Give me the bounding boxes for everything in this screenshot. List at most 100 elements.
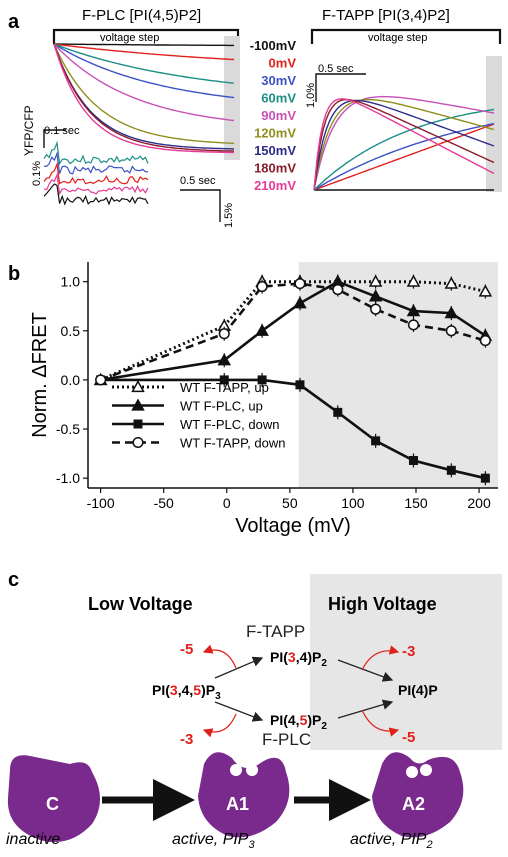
panel-a-right-title: F-TAPP [PI(3,4)P2] xyxy=(322,7,450,24)
point-1-7 xyxy=(444,306,459,319)
point-3-7 xyxy=(445,325,457,337)
left-trace-2 xyxy=(53,43,235,99)
x-tick-label-0: -100 xyxy=(87,495,115,511)
point-3-3 xyxy=(294,278,306,290)
legend-label-1: WT F-PLC, up xyxy=(180,399,263,414)
left-step-label: voltage step xyxy=(100,32,159,44)
y-tick-label-3: 0.5 xyxy=(61,323,81,339)
pi34p2-label: PI(3,4)P2 xyxy=(270,649,327,669)
point-2-7 xyxy=(446,465,456,475)
pip3-label: PI(3,4,5)P3 xyxy=(152,682,221,702)
point-3-5 xyxy=(370,303,382,315)
legend-label-2: WT F-PLC, down xyxy=(180,417,279,432)
point-2-3 xyxy=(295,380,305,390)
arrow-pip3-to-pi34 xyxy=(214,656,264,679)
rate-tl: -5 xyxy=(180,641,193,658)
legend-label-0: WT F-TAPP, up xyxy=(180,380,269,395)
right-trace-1 xyxy=(313,123,495,191)
legend-item-4: 90mV xyxy=(261,108,296,123)
point-1-2 xyxy=(255,323,269,336)
point-2-1 xyxy=(219,375,229,385)
yfp-cfp-label: YFP/CFP xyxy=(22,105,36,156)
point-0-7 xyxy=(444,276,459,289)
legend-marker-2 xyxy=(133,419,143,429)
legend-item-7: 180mV xyxy=(254,161,296,176)
right-scalebar xyxy=(315,73,366,102)
point-3-6 xyxy=(407,319,420,331)
left-trace-1 xyxy=(53,43,235,61)
state-c-caption: inactive xyxy=(6,831,60,848)
panel-b-letter: b xyxy=(8,263,20,285)
right-trace-5 xyxy=(313,98,495,191)
point-0-8 xyxy=(478,284,493,297)
point-0-6 xyxy=(406,274,421,287)
y-tick-label-0: -1.0 xyxy=(56,470,80,486)
left-trace-0 xyxy=(54,43,234,47)
arrow-pi34-to-pi4p xyxy=(337,659,394,682)
right-scale-y: 1.0% xyxy=(305,83,317,108)
legend-marker-1 xyxy=(131,398,145,411)
legend-item-3: 60mV xyxy=(261,91,296,106)
point-1-5 xyxy=(368,289,383,302)
x-tick-label-3: 50 xyxy=(282,495,298,511)
left-trace-7 xyxy=(53,43,235,152)
legend-item-8: 210mV xyxy=(254,178,296,193)
left-trace-6 xyxy=(53,43,235,150)
legend-marker-3 xyxy=(132,436,144,449)
inset-scalebar xyxy=(43,129,66,148)
mid-scalebar xyxy=(180,189,221,222)
arrow-pi45-to-pi4p xyxy=(337,699,394,719)
legend-item-5: 120mV xyxy=(254,126,296,141)
red-arrow-br xyxy=(361,709,400,737)
left-trace-4 xyxy=(53,43,235,122)
panel-a-letter: a xyxy=(8,11,20,33)
state-a1-letter: A1 xyxy=(226,794,249,814)
legend-item-1: 0mV xyxy=(269,56,297,71)
point-0-5 xyxy=(368,274,383,287)
right-trace-4 xyxy=(313,95,495,191)
red-arrow-bl xyxy=(202,713,237,738)
ftapp-label: F-TAPP xyxy=(246,622,305,641)
y-tick-label-2: 0.0 xyxy=(61,372,81,388)
right-trace-3 xyxy=(313,108,495,191)
legend-label-3: WT F-TAPP, down xyxy=(180,436,285,451)
panel-c-letter: c xyxy=(8,569,19,591)
rate-bl: -3 xyxy=(180,731,193,748)
left-traces xyxy=(53,43,235,154)
y-tick-label-4: 1.0 xyxy=(61,274,81,290)
mid-scale-x: 0.5 sec xyxy=(180,175,216,187)
right-step-label: voltage step xyxy=(368,32,427,44)
right-trace-2 xyxy=(313,122,495,191)
inset-traces xyxy=(43,140,149,206)
low-voltage-label: Low Voltage xyxy=(88,594,193,614)
inset-scale-y: 0.1% xyxy=(31,161,43,186)
state-a2-caption: active, PIP2 xyxy=(350,831,433,851)
enzyme-c xyxy=(7,755,101,842)
pi4p-label: PI(4)P xyxy=(398,682,438,698)
series-line-3 xyxy=(100,282,486,382)
x-tick-label-2: 0 xyxy=(223,495,231,511)
point-1-3 xyxy=(293,296,307,309)
right-traces xyxy=(313,95,495,191)
high-voltage-label: High Voltage xyxy=(328,594,437,614)
point-3-8 xyxy=(479,335,491,347)
arrow-pip3-to-pi45 xyxy=(214,701,264,722)
inset-scale-x: 0.1 sec xyxy=(44,125,80,137)
point-1-6 xyxy=(406,304,421,317)
enzyme-a2 xyxy=(372,752,464,838)
point-2-8 xyxy=(480,473,490,483)
state-a2-letter: A2 xyxy=(402,794,425,814)
legend-item-6: 150mV xyxy=(254,143,296,158)
inset-trace-0 xyxy=(43,140,149,166)
point-2-6 xyxy=(408,455,418,465)
right-trace-8 xyxy=(313,98,495,191)
legend-item-0: -100mV xyxy=(250,38,297,53)
legend-marker-0 xyxy=(131,379,145,393)
right-scale-x: 0.5 sec xyxy=(318,63,354,75)
y-tick-label-1: -0.5 xyxy=(56,421,80,437)
x-tick-label-6: 200 xyxy=(467,495,491,511)
pi45p2-label: PI(4,5)P2 xyxy=(270,712,327,732)
point-3-1 xyxy=(218,328,230,340)
red-arrow-tl xyxy=(202,644,237,669)
